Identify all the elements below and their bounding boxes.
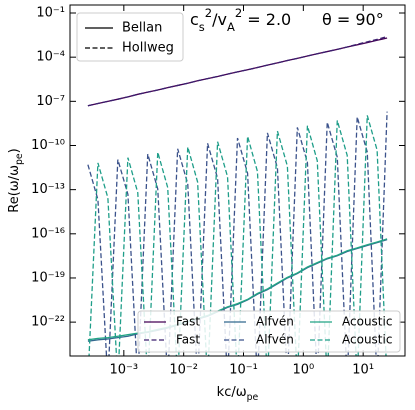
x-tick-label: 10⁻³ (110, 363, 139, 378)
legend-label: Alfvén (256, 315, 294, 329)
legend-label: Fast (176, 333, 200, 347)
annotation-part: 2 (205, 6, 212, 20)
legend-label: Alfvén (256, 333, 294, 347)
legend-label: Bellan (122, 21, 162, 36)
annotation: θ = 90° (322, 10, 384, 29)
y-axis-label-part: ) (7, 148, 22, 153)
annotation-part: = 2.0 (242, 10, 291, 29)
x-axis-label-part: pe (247, 392, 259, 403)
annotation-part: s (199, 20, 205, 34)
x-tick-label: 10⁻² (169, 363, 198, 378)
legend-box (137, 310, 401, 353)
y-tick-label: 10⁻⁴ (36, 50, 65, 65)
x-tick-label: 10¹ (352, 363, 374, 378)
y-tick-label: 10⁻¹⁰ (31, 138, 65, 153)
y-tick-label: 10⁻⁷ (36, 94, 65, 109)
y-axis-label-part: Re(ω/ω (7, 165, 22, 213)
legend-box (76, 12, 184, 62)
y-axis-label-part: pe (14, 153, 25, 165)
x-axis-label-part: kc/ω (217, 385, 247, 400)
annotation-part: θ = 90° (322, 10, 384, 29)
legend-label: Acoustic (342, 333, 392, 347)
series-line (88, 115, 387, 356)
legend-label: Hollweg (122, 41, 174, 56)
series-line (87, 111, 388, 356)
annotation-part: 2 (235, 6, 242, 20)
series-line (87, 35, 388, 107)
annotation-part: c (190, 10, 199, 29)
annotation-part: A (227, 20, 235, 34)
x-tick-label: 10⁻¹ (229, 363, 258, 378)
x-tick-label: 10⁰ (292, 363, 314, 378)
legend-label: Fast (176, 315, 200, 329)
annotation-part: /v (212, 10, 227, 29)
y-tick-label: 10⁻¹ (36, 6, 65, 21)
y-tick-label: 10⁻¹⁹ (31, 270, 65, 285)
legend-label: Acoustic (342, 315, 392, 329)
y-tick-label: 10⁻²² (31, 315, 65, 330)
y-tick-label: 10⁻¹³ (31, 182, 65, 197)
y-tick-label: 10⁻¹⁶ (31, 226, 65, 241)
x-axis-label: kc/ωpe (217, 385, 259, 404)
y-axis-label: Re(ω/ωpe) (7, 148, 26, 212)
plot-frame (69, 4, 406, 357)
annotation: cs2/vA2 = 2.0 (190, 6, 291, 34)
